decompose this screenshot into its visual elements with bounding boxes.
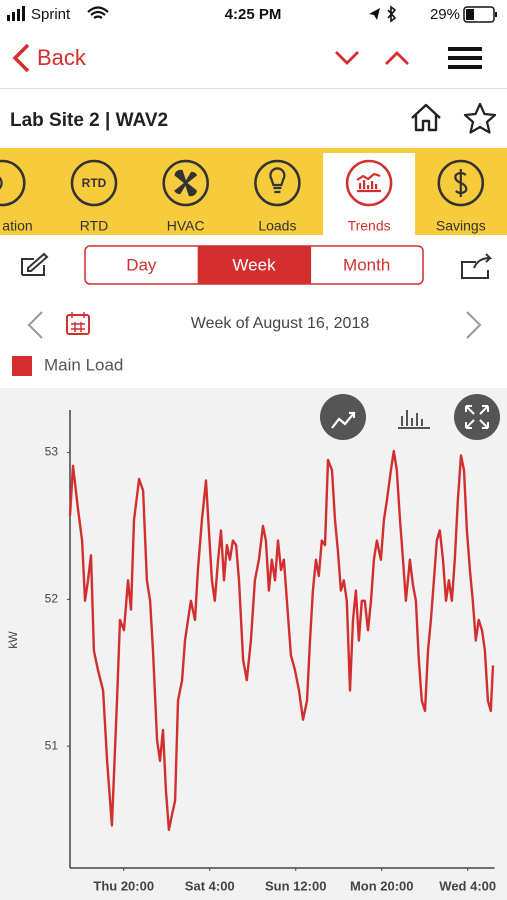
legend: Main Load <box>12 355 123 376</box>
site-title: Lab Site 2 | WAV2 <box>10 110 168 131</box>
menu-line <box>448 47 482 51</box>
chart-tools <box>320 394 500 440</box>
prev-button[interactable] <box>385 51 409 65</box>
signal <box>7 15 10 21</box>
tab-label: Loads <box>258 218 296 234</box>
wifi <box>87 6 109 19</box>
menu-button[interactable] <box>448 47 482 69</box>
carrier: Sprint <box>31 6 71 23</box>
tab-glyph <box>356 172 382 193</box>
tab-label: ation <box>2 218 32 234</box>
signal <box>17 9 20 21</box>
period-active <box>197 246 311 284</box>
period-label: Month <box>343 255 390 274</box>
location-icon <box>369 8 380 20</box>
tab-icon <box>254 159 301 207</box>
tab-icon <box>70 159 118 207</box>
prev-week[interactable] <box>27 311 43 339</box>
calendar-icon[interactable] <box>66 312 90 335</box>
tab-glyph <box>454 169 468 197</box>
menu-line <box>448 65 482 69</box>
tab-icon <box>437 159 485 207</box>
tab-label: Savings <box>436 218 486 234</box>
battery-fill <box>466 9 474 20</box>
tab[interactable]: Savings <box>436 159 486 234</box>
legend-swatch <box>12 356 32 376</box>
battery-tip <box>495 12 497 17</box>
tab[interactable]: Loads <box>254 159 301 234</box>
data-line <box>68 449 495 831</box>
date-label: Week of August 16, 2018 <box>191 315 370 332</box>
x-tick-label: Wed 4:00 <box>439 878 496 893</box>
x-tick-label: Thu 20:00 <box>93 878 154 893</box>
x-tick-label: Mon 20:00 <box>350 878 414 893</box>
tab[interactable]: RTD RTD <box>70 159 118 234</box>
clock: 4:25 PM <box>225 6 282 23</box>
tab-label: HVAC <box>167 218 205 234</box>
chart: kW 51 52 53 Thu 20:00 Sat 4:00 Sun 12:00 Mon 20… <box>6 410 496 893</box>
edit-button[interactable] <box>21 252 49 276</box>
divider <box>0 88 507 89</box>
tab[interactable]: HVAC <box>162 159 209 234</box>
period-selector: Day Week Month <box>84 245 424 285</box>
signal <box>12 12 15 21</box>
line-chart-button[interactable] <box>320 394 366 440</box>
x-tick-label: Sat 4:00 <box>185 878 235 893</box>
tab-icon-text: RTD <box>82 176 107 190</box>
period-option[interactable]: Day <box>126 255 157 274</box>
y-tick-label: 51 <box>45 738 59 752</box>
tab-bar <box>0 148 507 235</box>
y-tick-label: 52 <box>45 592 59 606</box>
line-chart-glyph <box>331 411 356 429</box>
tabs: ation RTD RTD HVAC Loads Trends Savings <box>0 153 486 235</box>
bar-chart-button[interactable] <box>398 410 430 429</box>
tab-icon <box>162 159 209 207</box>
next-week[interactable] <box>466 311 482 339</box>
back-button[interactable]: Back <box>12 43 87 73</box>
x-tick-label: Sun 12:00 <box>265 878 326 893</box>
status-bar: Sprint 4:25 PM 29% <box>7 5 497 23</box>
chart-background <box>0 388 507 900</box>
calendar-grid <box>71 312 85 332</box>
period-option[interactable]: Week <box>197 246 311 284</box>
favorite-button[interactable] <box>463 102 497 134</box>
tab[interactable]: Trends <box>323 153 416 235</box>
back-chevron <box>12 43 30 73</box>
tab-label: Trends <box>348 218 391 234</box>
fullscreen-button[interactable] <box>454 394 500 440</box>
calendar-frame <box>66 314 90 335</box>
signal <box>22 6 25 21</box>
tab-glyph <box>0 176 3 190</box>
home-button[interactable] <box>411 103 441 132</box>
tab-icon <box>0 159 26 207</box>
fullscreen-glyph <box>465 405 489 429</box>
tab-icon <box>345 159 393 207</box>
bluetooth-icon <box>387 5 397 23</box>
battery-level: 29% <box>430 6 460 23</box>
period-label: Day <box>126 255 157 274</box>
period-option[interactable]: Month <box>309 246 390 284</box>
y-axis-label: kW <box>6 631 20 649</box>
share-button[interactable] <box>461 253 493 279</box>
battery <box>463 6 495 23</box>
back-label: Back <box>37 45 87 70</box>
y-tick-label: 53 <box>45 445 59 459</box>
tab[interactable]: ation <box>0 159 33 234</box>
nav-bar: Back <box>0 43 507 89</box>
period-label: Week <box>232 255 276 274</box>
tab-label: RTD <box>80 218 109 234</box>
active-tab-background <box>323 153 416 235</box>
legend-label: Main Load <box>44 355 123 374</box>
menu-line <box>448 56 482 60</box>
tab-glyph <box>269 167 286 194</box>
next-button[interactable] <box>335 51 359 65</box>
tab-glyph <box>174 169 198 197</box>
